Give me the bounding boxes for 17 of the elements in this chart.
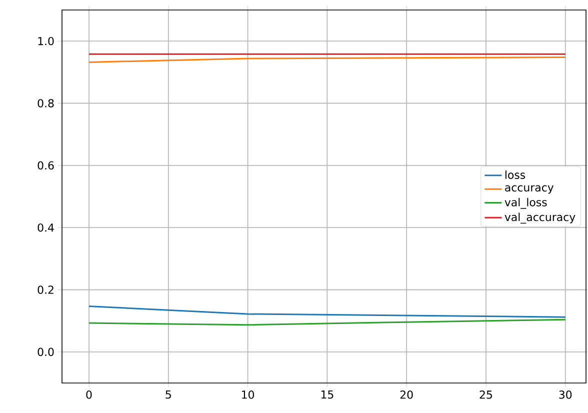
legend-label: val_accuracy bbox=[504, 212, 576, 224]
y-tick-label: 0.2 bbox=[38, 286, 54, 294]
y-tick-label: 0.0 bbox=[38, 348, 54, 356]
y-tick-label: 1.0 bbox=[38, 36, 54, 46]
legend-label: loss bbox=[505, 170, 526, 179]
x-tick-label: 5 bbox=[166, 390, 171, 399]
x-tick-label: 15 bbox=[321, 390, 334, 399]
legend-label: val_loss bbox=[504, 198, 547, 209]
y-tick-label: 0.8 bbox=[38, 99, 54, 108]
x-tick-label: 20 bbox=[400, 390, 413, 399]
y-tick-label: 0.4 bbox=[38, 223, 54, 232]
y-tick-label: 0.6 bbox=[38, 161, 54, 170]
x-tick-label: 25 bbox=[480, 390, 492, 399]
x-tick-label: 0 bbox=[86, 390, 92, 399]
x-tick-label: 10 bbox=[242, 390, 254, 399]
x-tick-label: 30 bbox=[559, 390, 572, 399]
legend-label: accuracy bbox=[505, 185, 554, 194]
